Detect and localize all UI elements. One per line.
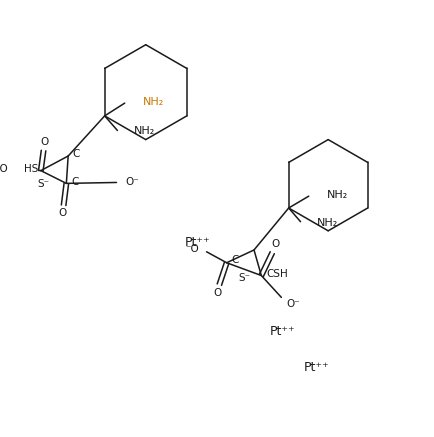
Text: Pt⁺⁺: Pt⁺⁺ bbox=[303, 361, 329, 374]
Text: NH₂: NH₂ bbox=[317, 218, 338, 228]
Text: S⁻: S⁻ bbox=[238, 273, 250, 283]
Text: O⁻: O⁻ bbox=[287, 299, 301, 309]
Text: ⁻O: ⁻O bbox=[186, 244, 199, 254]
Text: O: O bbox=[272, 239, 280, 250]
Text: O: O bbox=[214, 288, 222, 298]
Text: C: C bbox=[73, 149, 80, 159]
Text: C: C bbox=[71, 177, 78, 187]
Text: NH₂: NH₂ bbox=[327, 190, 348, 200]
Text: O⁻: O⁻ bbox=[125, 177, 139, 187]
Text: ⁻O: ⁻O bbox=[0, 164, 8, 174]
Text: HS: HS bbox=[24, 164, 38, 174]
Text: O: O bbox=[40, 137, 49, 147]
Text: C: C bbox=[231, 255, 239, 265]
Text: CSH: CSH bbox=[266, 269, 288, 279]
Text: Pt⁺⁺: Pt⁺⁺ bbox=[270, 325, 296, 338]
Text: O: O bbox=[59, 208, 67, 218]
Text: NH₂: NH₂ bbox=[134, 126, 155, 136]
Text: Pt⁺⁺: Pt⁺⁺ bbox=[185, 236, 210, 249]
Text: NH₂: NH₂ bbox=[143, 97, 164, 107]
Text: S⁻: S⁻ bbox=[38, 179, 50, 189]
